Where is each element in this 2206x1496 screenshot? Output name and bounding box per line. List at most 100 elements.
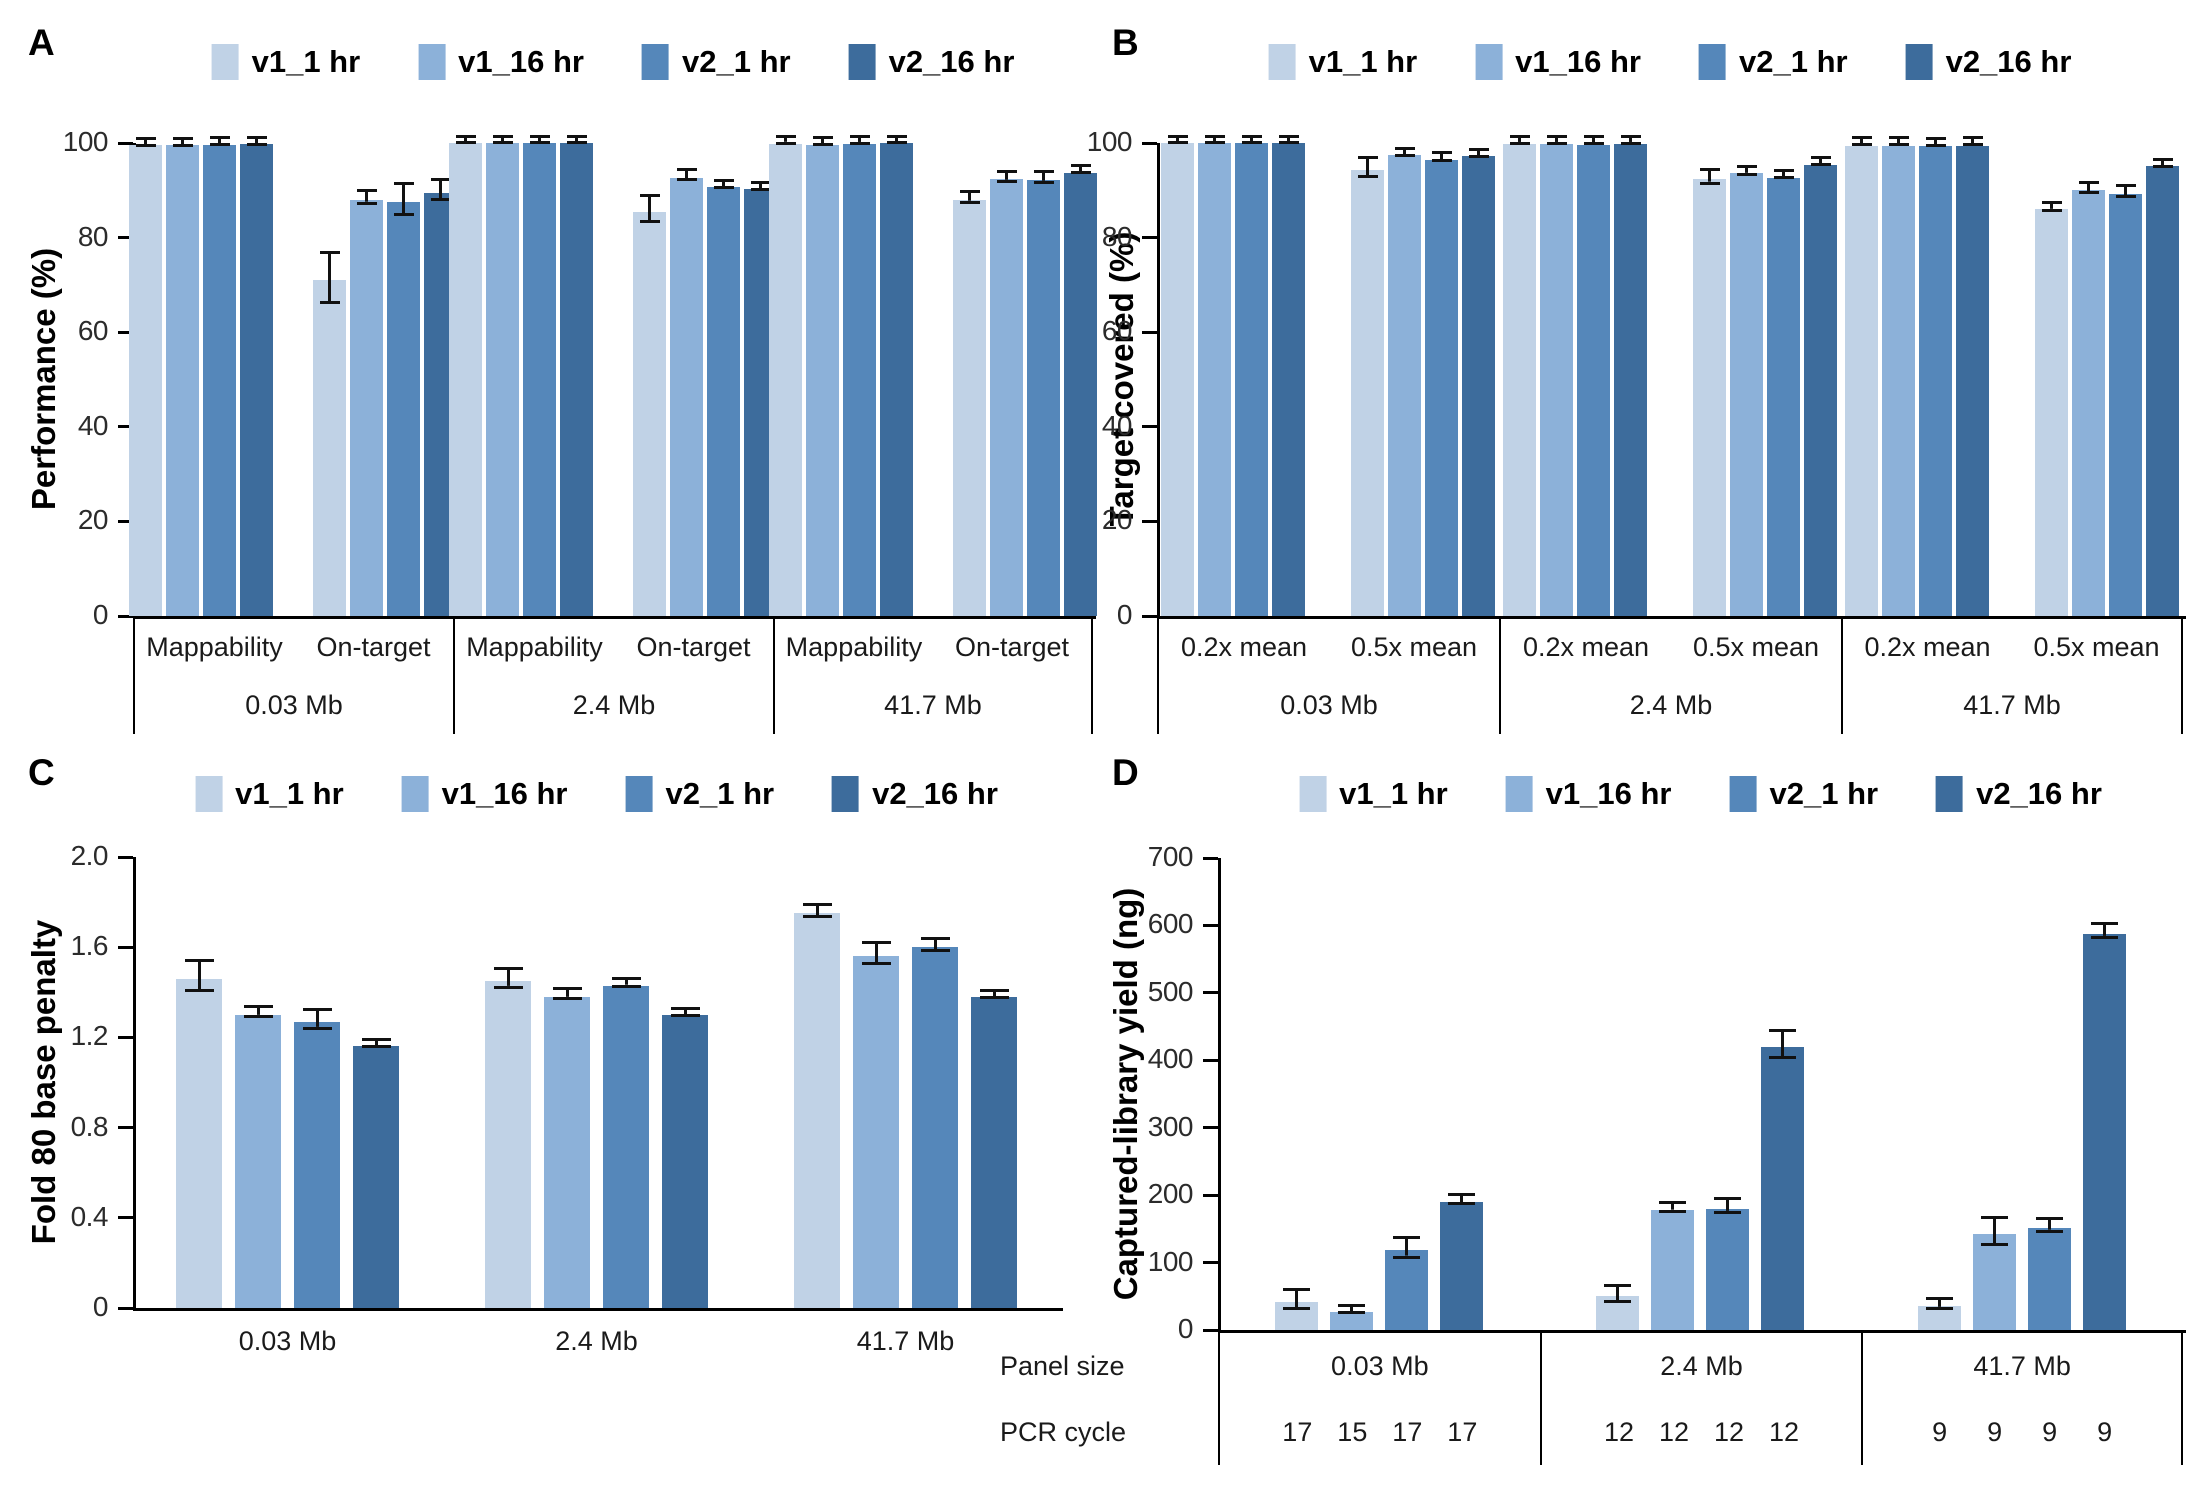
error-bar bbox=[243, 1005, 273, 1019]
error-bar bbox=[184, 959, 214, 993]
error-bar bbox=[2041, 200, 2062, 212]
error-bar bbox=[1888, 136, 1909, 147]
bar-b-g0-s1-v1_16-hr bbox=[1388, 155, 1421, 616]
bar-group-0.03mb bbox=[133, 857, 442, 1308]
bar-c-g0-s0-v2_16-hr bbox=[353, 1046, 399, 1308]
y-tick-label: 400 bbox=[1147, 1043, 1194, 1075]
bar-a-g2-s1-v2_16-hr bbox=[1064, 172, 1097, 616]
subgroup-label: 0.2x mean bbox=[1864, 632, 1991, 662]
legend-item: v1_16 hr bbox=[1505, 776, 1672, 812]
bar-c-g2-s0-v1_16-hr bbox=[853, 956, 899, 1308]
bar-b-g1-s0-v1_16-hr bbox=[1540, 144, 1573, 616]
legend-item: v2_16 hr bbox=[848, 44, 1014, 80]
y-tick-mark bbox=[1142, 141, 1157, 145]
x-axis-group-column: Mappability On-target 0.03 Mb bbox=[133, 619, 453, 734]
y-tick-label: 200 bbox=[1147, 1178, 1194, 1210]
bar-a-g2-s0-v2_16-hr bbox=[880, 143, 913, 616]
error-bar bbox=[670, 1006, 700, 1017]
legend-item: v1_1 hr bbox=[1268, 44, 1417, 80]
error-bar bbox=[1431, 150, 1452, 163]
error-bar bbox=[361, 1038, 391, 1049]
error-bar bbox=[2036, 1217, 2064, 1233]
legend-label: v1_1 hr bbox=[251, 44, 361, 79]
error-bar bbox=[611, 977, 641, 988]
error-bar bbox=[1546, 135, 1567, 145]
legend-swatch-icon bbox=[1699, 44, 1726, 80]
bar-a-g1-s0-v1_16-hr bbox=[486, 143, 519, 616]
y-tick-mark bbox=[118, 141, 133, 145]
subgroup-label: 0.2x mean bbox=[1522, 632, 1650, 662]
bar-c-g1-s0-v2_1-hr bbox=[603, 985, 649, 1308]
legend-swatch-icon bbox=[1299, 776, 1327, 812]
y-tick-mark bbox=[118, 945, 133, 949]
legend-item: v2_16 hr bbox=[1936, 776, 2102, 812]
error-bar bbox=[1241, 135, 1262, 144]
legend-swatch-icon bbox=[642, 44, 669, 80]
y-tick-mark bbox=[1203, 923, 1218, 927]
row-header: Panel size bbox=[1000, 1350, 1125, 1381]
legend-swatch-icon bbox=[195, 776, 223, 812]
y-axis-label: Performance (%) bbox=[25, 247, 62, 511]
bar-b-g0-s0-v1_1-hr bbox=[1161, 143, 1194, 616]
bar-b-g2-s1-v1_1-hr bbox=[2035, 209, 2068, 616]
bar-group-0.03mb bbox=[1157, 135, 1499, 616]
error-bar bbox=[920, 936, 950, 952]
bar-b-g1-s0-v2_16-hr bbox=[1614, 144, 1647, 616]
error-bar bbox=[849, 135, 870, 145]
error-bar bbox=[1714, 1197, 1742, 1215]
bar-a-g2-s1-v1_16-hr bbox=[990, 179, 1023, 616]
pcr-cycle-value: 15 bbox=[1337, 1416, 1368, 1447]
y-tick-label: 100 bbox=[1086, 126, 1133, 157]
y-tick-mark bbox=[1203, 1193, 1218, 1197]
x-axis-group-column: 41.7 Mb 9 9 9 9 bbox=[1861, 1333, 2183, 1465]
bar-a-g0-s0-v2_1-hr bbox=[203, 144, 236, 616]
panel-letter-c: C bbox=[28, 752, 55, 793]
y-tick-label: 600 bbox=[1147, 908, 1194, 940]
y-axis-label: Captured-library yield (ng) bbox=[1107, 887, 1144, 1301]
bar-b-g0-s1-v2_16-hr bbox=[1462, 156, 1495, 616]
subgroup-label: 0.5x mean bbox=[1692, 632, 1820, 662]
bar-a-g0-s1-v1_16-hr bbox=[350, 199, 383, 616]
plot-area bbox=[1218, 858, 2186, 1333]
bar-b-g2-s1-v2_16-hr bbox=[2146, 166, 2179, 616]
bar-group-41.7mb bbox=[769, 135, 1097, 616]
bar-a-g0-s0-v1_16-hr bbox=[166, 144, 199, 616]
error-bar bbox=[1699, 168, 1720, 185]
bar-group-41.7mb bbox=[1861, 858, 2183, 1330]
subgroup-label: On-target bbox=[316, 632, 431, 662]
panel-size-value: 2.4 Mb bbox=[1660, 1350, 1743, 1381]
y-tick-mark bbox=[1142, 236, 1157, 240]
error-bar bbox=[455, 135, 476, 145]
error-bar bbox=[1810, 156, 1831, 167]
bar-b-g1-s1-v2_16-hr bbox=[1804, 164, 1837, 616]
subgroup-label: On-target bbox=[954, 632, 1069, 662]
pcr-cycle-value: 12 bbox=[1658, 1416, 1689, 1447]
bar-b-g2-s0-v1_16-hr bbox=[1882, 145, 1915, 616]
bar-a-g2-s0-v1_16-hr bbox=[806, 144, 839, 616]
bar-c-g2-s0-v1_1-hr bbox=[794, 913, 840, 1308]
error-bar bbox=[246, 135, 267, 146]
legend-item: v1_1 hr bbox=[1299, 776, 1448, 812]
error-bar bbox=[1447, 1192, 1475, 1206]
legend-label: v2_1 hr bbox=[1739, 44, 1848, 79]
pcr-cycle-row: 17 15 17 17 bbox=[1220, 1399, 1540, 1465]
error-bar bbox=[1925, 136, 1946, 147]
error-bar bbox=[812, 136, 833, 147]
y-tick-mark bbox=[118, 236, 133, 240]
x-axis-group-column: 0.2x mean 0.5x mean 0.03 Mb bbox=[1157, 619, 1499, 734]
plot-area bbox=[133, 857, 1063, 1311]
bar-b-g2-s0-v2_16-hr bbox=[1956, 145, 1989, 616]
error-bar bbox=[802, 902, 832, 918]
y-tick-label: 100 bbox=[62, 126, 109, 157]
error-bar bbox=[1337, 1303, 1365, 1314]
error-bar bbox=[302, 1007, 332, 1030]
legend-item: v2_16 hr bbox=[1905, 44, 2071, 80]
group-label: 41.7 Mb bbox=[856, 1326, 955, 1356]
error-bar bbox=[1851, 136, 1872, 147]
subgroup-label-row: Mappability On-target bbox=[135, 619, 453, 676]
legend-label: v1_16 hr bbox=[458, 44, 584, 79]
error-bar bbox=[393, 181, 414, 217]
legend-label: v1_16 hr bbox=[1545, 776, 1672, 811]
y-tick-mark bbox=[1203, 1126, 1218, 1130]
pcr-cycle-row: 9 9 9 9 bbox=[1863, 1399, 2181, 1465]
